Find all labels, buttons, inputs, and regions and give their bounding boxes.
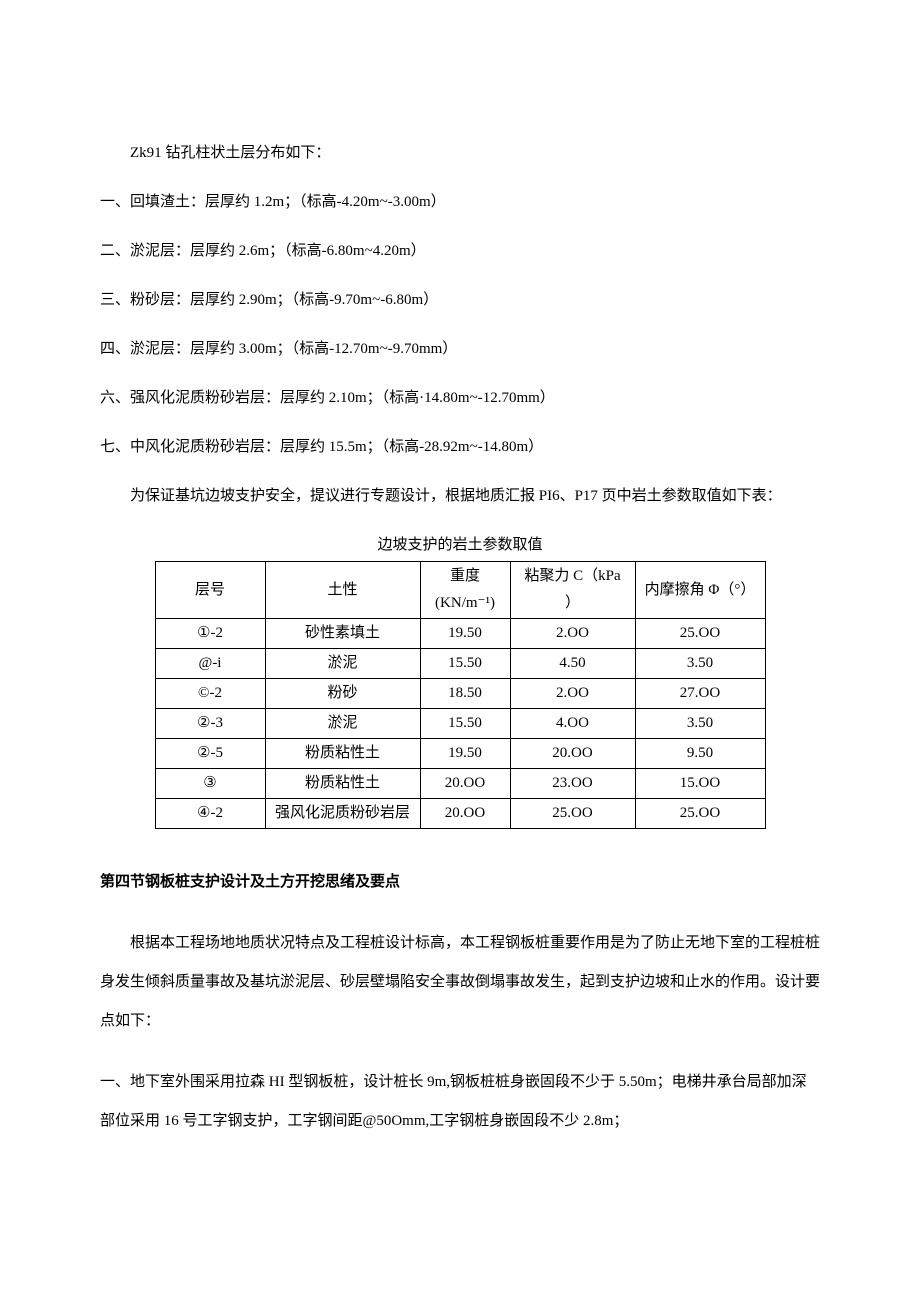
table-cell: 25.OO xyxy=(635,619,765,649)
table-cell: 9.50 xyxy=(635,739,765,769)
table-cell: 3.50 xyxy=(635,649,765,679)
header-cohesion1: 粘聚力 C（kPa） xyxy=(510,562,635,619)
layer-item: 四、淤泥层：层厚约 3.00m；（标高-12.70m~-9.70mm） xyxy=(100,336,820,363)
table-header-row: 层号 土性 重度(KN/m⁻¹) 粘聚力 C（kPa） 内摩擦角 Φ（°） xyxy=(155,562,765,619)
table-cell: 粉砂 xyxy=(265,679,420,709)
layer-item: 二、淤泥层：层厚约 2.6m；（标高-6.80m~4.20m） xyxy=(100,238,820,265)
table-cell: 15.50 xyxy=(420,709,510,739)
table-cell: 15.50 xyxy=(420,649,510,679)
table-cell: ②-5 xyxy=(155,739,265,769)
section-paragraph: 根据本工程场地地质状况特点及工程桩设计标高，本工程钢板桩重要作用是为了防止无地下… xyxy=(100,924,820,1041)
section-title: 第四节钢板桩支护设计及土方开挖思绪及要点 xyxy=(100,869,820,896)
table-cell: 2.OO xyxy=(510,619,635,649)
table-row: ①-2砂性素填土19.502.OO25.OO xyxy=(155,619,765,649)
table-cell: ③ xyxy=(155,769,265,799)
header-friction: 内摩擦角 Φ（°） xyxy=(635,562,765,619)
table-row: ②-5粉质粘性土19.5020.OO9.50 xyxy=(155,739,765,769)
table-cell: 20.OO xyxy=(510,739,635,769)
table-cell: 3.50 xyxy=(635,709,765,739)
table-cell: 25.OO xyxy=(635,799,765,829)
header-weight1: 重度(KN/m⁻¹) xyxy=(420,562,510,619)
table-cell: 20.OO xyxy=(420,799,510,829)
table-cell: 粉质粘性土 xyxy=(265,769,420,799)
intro-title: Zk91 钻孔柱状土层分布如下： xyxy=(100,140,820,167)
header-layer: 层号 xyxy=(155,562,265,619)
table-cell: 淤泥 xyxy=(265,649,420,679)
table-cell: 淤泥 xyxy=(265,709,420,739)
table-cell: 20.OO xyxy=(420,769,510,799)
layer-item: 六、强风化泥质粉砂岩层：层厚约 2.10m；（标高·14.80m~-12.70m… xyxy=(100,385,820,412)
table-cell: 砂性素填土 xyxy=(265,619,420,649)
table-row: @-i淤泥15.504.503.50 xyxy=(155,649,765,679)
table-cell: 强风化泥质粉砂岩层 xyxy=(265,799,420,829)
table-cell: 27.OO xyxy=(635,679,765,709)
table-body: ①-2砂性素填土19.502.OO25.OO@-i淤泥15.504.503.50… xyxy=(155,619,765,829)
header-soil: 土性 xyxy=(265,562,420,619)
table-cell: 4.50 xyxy=(510,649,635,679)
table-cell: ④-2 xyxy=(155,799,265,829)
table-row: ©-2粉砂18.502.OO27.OO xyxy=(155,679,765,709)
table-cell: 15.OO xyxy=(635,769,765,799)
table-cell: 18.50 xyxy=(420,679,510,709)
table-cell: 19.50 xyxy=(420,739,510,769)
table-cell: ②-3 xyxy=(155,709,265,739)
soil-params-table: 层号 土性 重度(KN/m⁻¹) 粘聚力 C（kPa） 内摩擦角 Φ（°） ①-… xyxy=(155,561,766,829)
layer-item: 三、粉砂层：层厚约 2.90m；（标高-9.70m~-6.80m） xyxy=(100,287,820,314)
layer-item: 一、回填渣土：层厚约 1.2m；（标高-4.20m~-3.00m） xyxy=(100,189,820,216)
table-cell: 25.OO xyxy=(510,799,635,829)
table-title: 边坡支护的岩土参数取值 xyxy=(100,532,820,559)
table-row: ②-3淤泥15.504.OO3.50 xyxy=(155,709,765,739)
table-cell: 19.50 xyxy=(420,619,510,649)
table-cell: ©-2 xyxy=(155,679,265,709)
intro-note: 为保证基坑边坡支护安全，提议进行专题设计，根据地质汇报 PI6、P17 页中岩土… xyxy=(100,483,820,510)
table-cell: 2.OO xyxy=(510,679,635,709)
table-cell: 23.OO xyxy=(510,769,635,799)
table-row: ④-2强风化泥质粉砂岩层20.OO25.OO25.OO xyxy=(155,799,765,829)
table-cell: @-i xyxy=(155,649,265,679)
layer-item: 七、中风化泥质粉砂岩层：层厚约 15.5m；（标高-28.92m~-14.80m… xyxy=(100,434,820,461)
table-row: ③粉质粘性土20.OO23.OO15.OO xyxy=(155,769,765,799)
section-paragraph: 一、地下室外围采用拉森 HI 型钢板桩，设计桩长 9m,钢板桩桩身嵌固段不少于 … xyxy=(100,1063,820,1141)
table-cell: 4.OO xyxy=(510,709,635,739)
table-cell: 粉质粘性土 xyxy=(265,739,420,769)
table-cell: ①-2 xyxy=(155,619,265,649)
